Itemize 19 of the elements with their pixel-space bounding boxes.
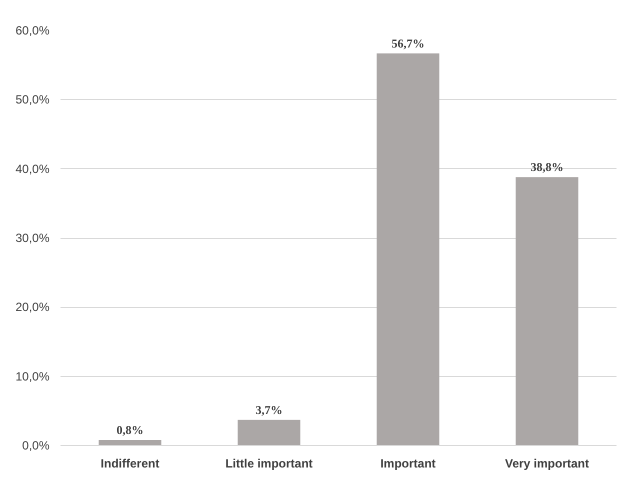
x-tick-label: Little important <box>225 456 313 470</box>
bar <box>238 420 300 446</box>
data-label: 38,8% <box>530 160 564 174</box>
bar <box>98 440 162 446</box>
y-tick-label: 30,0% <box>15 231 50 245</box>
y-tick-label: 10,0% <box>15 369 50 384</box>
y-tick-label: 60,0% <box>15 24 50 38</box>
y-tick-label: 40,0% <box>15 162 50 176</box>
bar <box>376 53 440 446</box>
x-tick-label: Indifferent <box>100 456 160 470</box>
x-tick-label: Important <box>380 456 436 470</box>
x-tick-label: Very important <box>504 456 590 470</box>
bar <box>516 177 578 446</box>
y-tick-label: 50,0% <box>15 92 50 107</box>
y-tick-label: 0,0% <box>22 438 50 452</box>
data-label: 0,8% <box>116 422 144 437</box>
y-tick-label: 20,0% <box>15 300 50 314</box>
data-label: 3,7% <box>256 402 282 417</box>
data-label: 56,7% <box>392 36 424 50</box>
